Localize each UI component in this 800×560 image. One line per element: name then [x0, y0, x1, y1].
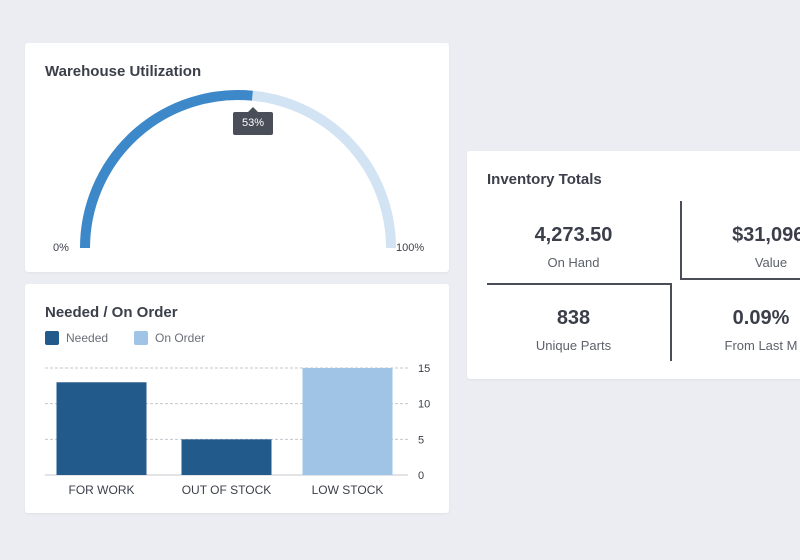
- needed-on-order-chart: 0 5 10 15 FOR WORK OUT OF STOCK LOW STOCK: [45, 363, 430, 497]
- x-category-label: LOW STOCK: [312, 483, 384, 497]
- legend-label-on-order: On Order: [155, 331, 206, 345]
- legend-item-on-order[interactable]: On Order: [134, 331, 205, 345]
- stat-from-last: 0.09% From Last M: [671, 307, 800, 353]
- divider-vertical-bottom: [670, 283, 672, 361]
- y-tick-label: 0: [418, 470, 424, 482]
- bar-low-stock[interactable]: [302, 368, 393, 475]
- inventory-totals-card: Inventory Totals 4,273.50 On Hand $31,09…: [467, 151, 800, 379]
- stat-on-hand: 4,273.50 On Hand: [487, 224, 660, 270]
- stat-from-last-value: 0.09%: [732, 307, 790, 329]
- gauge-max-label: 100%: [396, 242, 425, 254]
- stat-unique-parts-value: 838: [556, 307, 591, 329]
- stat-from-last-label: From Last M: [724, 338, 798, 353]
- y-tick-label: 15: [418, 363, 430, 375]
- inventory-totals-title: Inventory Totals: [487, 171, 602, 188]
- warehouse-utilization-title: Warehouse Utilization: [45, 63, 202, 80]
- gauge-min-label: 0%: [53, 242, 69, 254]
- stat-unique-parts-label: Unique Parts: [535, 338, 612, 353]
- legend-swatch-needed: [45, 331, 59, 345]
- needed-on-order-card: Needed / On Order Needed On Order 0 5 10 15…: [25, 284, 449, 513]
- stat-value-label: Value: [754, 255, 788, 270]
- legend-item-needed[interactable]: Needed: [45, 331, 108, 345]
- stat-value: $31,096. Value: [681, 224, 800, 270]
- stat-on-hand-label: On Hand: [547, 255, 600, 270]
- divider-horizontal-left: [487, 283, 671, 285]
- y-tick-label: 5: [418, 434, 424, 446]
- x-category-label: OUT OF STOCK: [182, 483, 272, 497]
- divider-vertical-top: [680, 201, 682, 279]
- needed-on-order-title: Needed / On Order: [45, 304, 178, 321]
- legend-label-needed: Needed: [66, 331, 109, 345]
- bar-for-work[interactable]: [56, 382, 147, 475]
- warehouse-utilization-card: Warehouse Utilization 53% 0% 100%: [25, 43, 449, 272]
- stat-value-value: $31,096.: [732, 224, 800, 246]
- y-tick-label: 10: [418, 399, 430, 411]
- legend-swatch-on-order: [134, 331, 148, 345]
- bar-out-of-stock[interactable]: [181, 439, 272, 475]
- gauge-tooltip: 53%: [233, 107, 273, 135]
- stat-unique-parts: 838 Unique Parts: [487, 307, 660, 353]
- divider-horizontal-right: [680, 278, 800, 280]
- stat-on-hand-value: 4,273.50: [534, 224, 613, 246]
- gauge-fill[interactable]: [80, 90, 253, 249]
- utilization-gauge: [80, 90, 396, 249]
- x-category-label: FOR WORK: [69, 483, 135, 497]
